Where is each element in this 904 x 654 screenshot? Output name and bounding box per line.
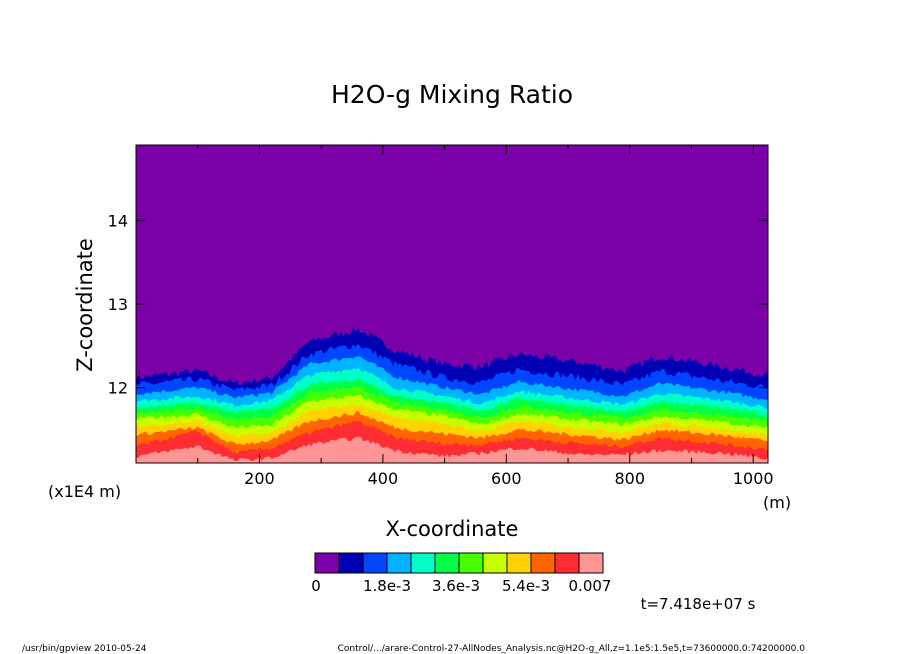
x-tick-label: 800 xyxy=(614,469,645,488)
axis-ticks: 200 400 600 800 1000 12 13 14 xyxy=(108,145,774,488)
y-tick-label: 13 xyxy=(108,295,128,314)
plot-area: 200 400 600 800 1000 12 13 14 xyxy=(108,144,774,488)
colorbar-label: 1.8e-3 xyxy=(363,577,411,595)
chart-title: H2O-g Mixing Ratio xyxy=(331,80,573,109)
y-tick-label: 14 xyxy=(108,211,128,230)
x-unit-label: (m) xyxy=(763,493,791,512)
colorbar-swatch xyxy=(314,552,340,574)
colorbar-swatch xyxy=(362,552,388,574)
y-unit-label: (x1E4 m) xyxy=(48,482,121,501)
y-tick-label: 12 xyxy=(108,379,128,398)
colorbar-swatch xyxy=(458,552,484,574)
x-tick-label: 600 xyxy=(491,469,522,488)
colorbar-swatch xyxy=(506,552,532,574)
contour-band-11 xyxy=(136,436,768,463)
colorbar-swatch xyxy=(338,552,364,574)
x-axis-title: X-coordinate xyxy=(386,517,519,541)
time-label: t=7.418e+07 s xyxy=(641,595,756,613)
y-axis-title: Z-coordinate xyxy=(73,238,97,372)
footer-left: /usr/bin/gpview 2010-05-24 xyxy=(22,644,147,654)
x-tick-label: 200 xyxy=(244,469,275,488)
colorbar-label: 5.4e-3 xyxy=(502,577,550,595)
colorbar-label: 0 xyxy=(311,577,321,595)
colorbar-swatch xyxy=(530,552,556,574)
contour-bands xyxy=(136,326,768,463)
colorbar-swatch xyxy=(578,552,604,574)
colorbar-swatch xyxy=(386,552,412,574)
x-tick-label: 400 xyxy=(368,469,399,488)
colorbar-label: 0.007 xyxy=(569,577,612,595)
footer-right: Control/.../arare-Control-27-AllNodes_An… xyxy=(338,644,806,654)
colorbar-swatch xyxy=(434,552,460,574)
x-tick-label: 1000 xyxy=(733,469,774,488)
colorbar-swatch xyxy=(482,552,508,574)
colorbar-label: 3.6e-3 xyxy=(432,577,480,595)
colorbar: 0 1.8e-3 3.6e-3 5.4e-3 0.007 xyxy=(311,552,612,595)
colorbar-swatch xyxy=(410,552,436,574)
colorbar-swatch xyxy=(554,552,580,574)
